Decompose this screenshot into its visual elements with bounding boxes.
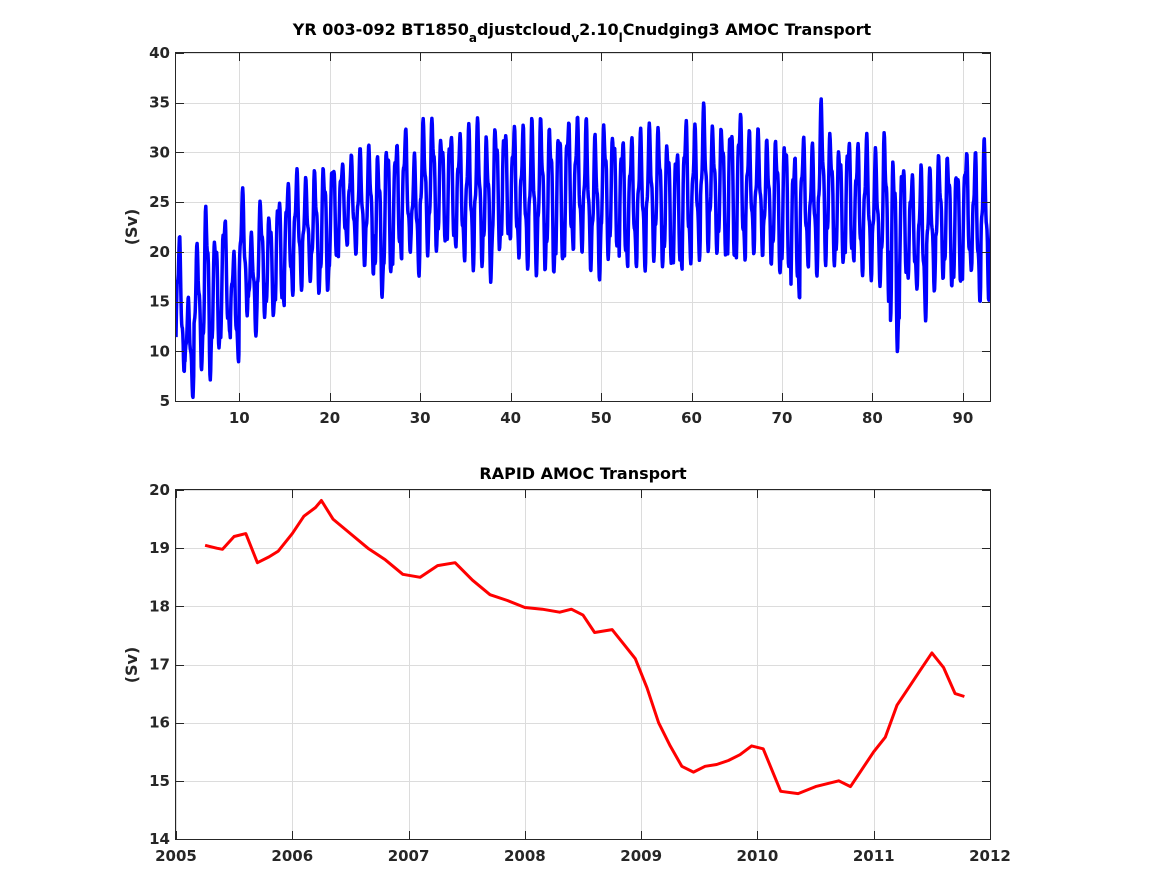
rapid-x-tick-label: 2011 (853, 847, 895, 865)
title-part-4: Cnudging3 AMOC Transport (623, 20, 872, 39)
title-sub-3: l (619, 31, 623, 45)
rapid-y-axis-label: (Sv) (122, 647, 141, 684)
rapid-y-tick-label: 20 (149, 481, 170, 499)
rapid-y-tick-label: 17 (149, 656, 170, 674)
rapid-x-tick-label: 2007 (388, 847, 430, 865)
model-amoc-line (176, 97, 990, 400)
rapid-series (204, 499, 965, 796)
model-x-tick-label: 50 (591, 409, 612, 427)
model-chart-title: YR 003-092 BT1850adjustcloudv2.10lCnudgi… (292, 20, 872, 45)
title-part-2: djustcloud (477, 20, 571, 39)
rapid-x-tick-label: 2005 (155, 847, 197, 865)
title-sub-2: v (571, 31, 579, 45)
model-plot-frame (175, 52, 991, 402)
rapid-y-tick-label: 14 (149, 830, 170, 848)
model-y-tick-label: 40 (149, 44, 170, 62)
rapid-y-tick-label: 19 (149, 539, 170, 557)
model-y-ticks: 5 10 15 20 25 30 35 40 (149, 44, 990, 410)
model-amoc-panel: YR 003-092 BT1850adjustcloudv2.10lCnudgi… (122, 20, 991, 427)
rapid-amoc-line (204, 499, 965, 796)
model-x-tick-label: 60 (681, 409, 702, 427)
model-x-tick-label: 20 (319, 409, 340, 427)
rapid-x-tick-label: 2012 (969, 847, 1011, 865)
model-x-tick-label: 30 (410, 409, 431, 427)
model-x-tick-label: 70 (772, 409, 793, 427)
rapid-y-tick-label: 15 (149, 772, 170, 790)
model-y-tick-label: 5 (160, 392, 170, 410)
rapid-y-tick-label: 18 (149, 597, 170, 615)
model-x-tick-label: 10 (229, 409, 250, 427)
rapid-grid (176, 490, 991, 840)
model-x-ticks: 10 20 30 40 50 60 70 80 90 (229, 53, 973, 427)
rapid-x-tick-label: 2010 (737, 847, 779, 865)
model-y-tick-label: 35 (149, 94, 170, 112)
model-x-tick-label: 40 (500, 409, 521, 427)
rapid-y-tick-label: 16 (149, 714, 170, 732)
model-x-tick-label: 80 (862, 409, 883, 427)
model-y-tick-label: 25 (149, 193, 170, 211)
model-y-tick-label: 10 (149, 342, 170, 360)
rapid-x-tick-label: 2009 (620, 847, 662, 865)
title-part-1: YR 003-092 BT1850 (292, 20, 469, 39)
rapid-x-tick-label: 2006 (271, 847, 313, 865)
title-part-3: 2.10 (579, 20, 618, 39)
rapid-chart-title: RAPID AMOC Transport (479, 464, 687, 483)
model-y-tick-label: 15 (149, 293, 170, 311)
rapid-plot-frame (175, 489, 991, 840)
rapid-y-ticks: 14 15 16 17 18 19 20 (149, 481, 990, 848)
model-x-tick-label: 90 (952, 409, 973, 427)
rapid-x-tick-label: 2008 (504, 847, 546, 865)
rapid-amoc-panel: RAPID AMOC Transport 2005 2006 2007 2008 200… (122, 464, 1011, 865)
rapid-x-ticks: 2005 2006 2007 2008 2009 2010 2011 2012 (155, 490, 1011, 865)
model-y-axis-label: (Sv) (122, 209, 141, 246)
model-series (176, 97, 990, 400)
model-y-tick-label: 30 (149, 143, 170, 161)
title-sub-1: a (469, 31, 477, 45)
model-y-tick-label: 20 (149, 243, 170, 261)
